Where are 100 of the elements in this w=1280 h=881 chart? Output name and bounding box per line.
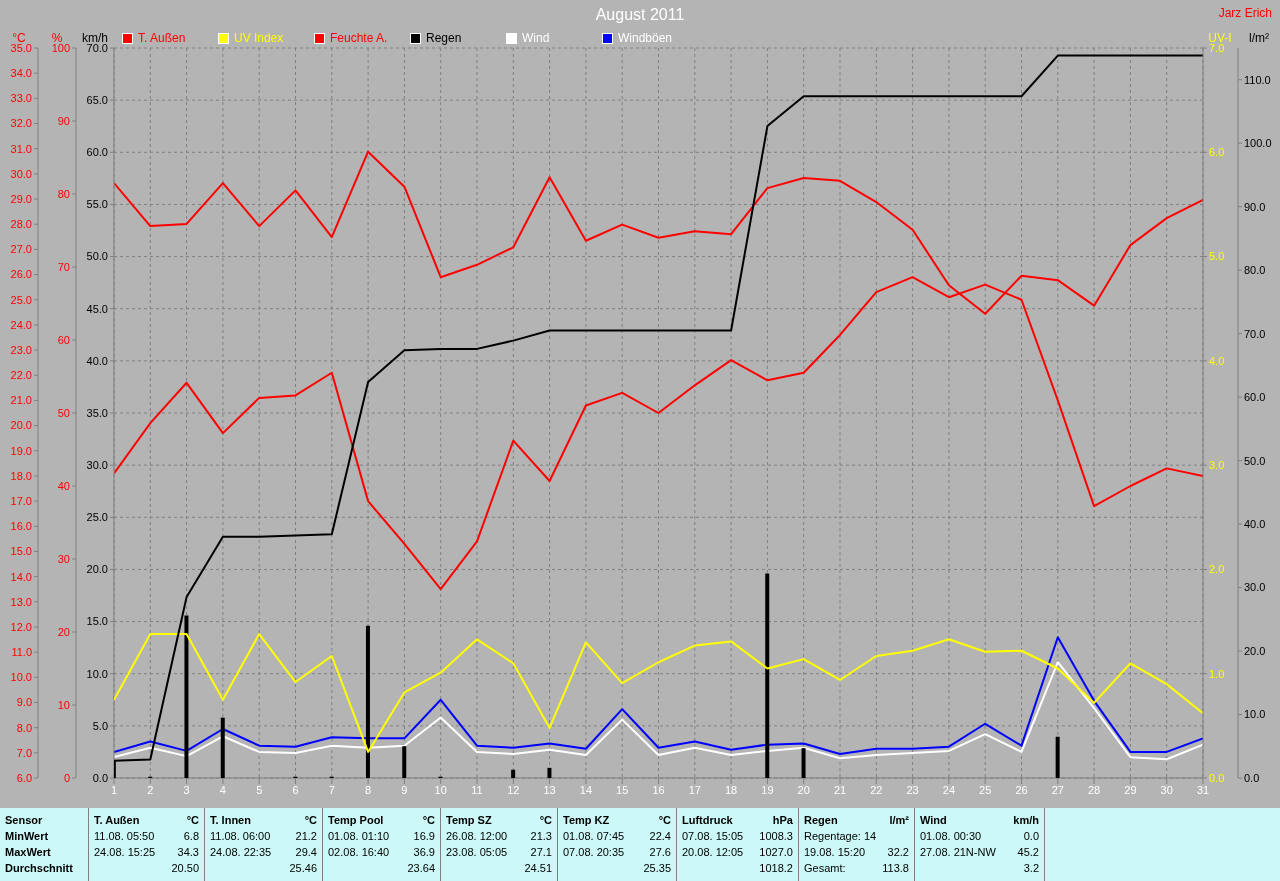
text: 19.08. 15:20	[804, 846, 866, 858]
text: 1027.0	[759, 846, 793, 858]
y3-tick-label: 5.0	[92, 719, 108, 732]
y3-tick-label: 35.0	[86, 406, 108, 419]
text: 23.08. 05:05	[446, 846, 508, 858]
text: 21.2	[295, 830, 317, 842]
text: hPa	[772, 814, 793, 826]
text: 01.08. 00:30	[920, 830, 982, 842]
text: Gesamt:	[804, 862, 846, 874]
y-tick-label: 30.0	[10, 167, 32, 180]
y-tick-label: 19.0	[10, 444, 32, 457]
x-tick-label: 2	[147, 783, 154, 796]
y2-axis-title: l/m²	[1249, 31, 1269, 45]
text: 07.08. 15:05	[682, 830, 744, 842]
y-tick-label: 2.0	[1209, 563, 1225, 576]
y-tick-label: 24.0	[10, 318, 32, 331]
text: 24.08. 15:25	[94, 846, 156, 858]
chart-title: August 2011	[595, 6, 685, 23]
y2-tick-label: 10	[57, 698, 70, 711]
bar	[365, 625, 370, 778]
text: 11.08. 06:00	[210, 830, 271, 842]
y3-tick-label: 50.0	[86, 250, 108, 263]
x-tick-label: 15	[616, 783, 629, 796]
y2-tick-label: 0	[63, 771, 70, 784]
y2-tick-label: 30.0	[1244, 581, 1266, 594]
text: 21.3	[530, 830, 552, 842]
y3-tick-label: 40.0	[86, 354, 108, 367]
text: Luftdruck	[682, 814, 733, 826]
text: 36.9	[413, 846, 435, 858]
text: 27.6	[649, 846, 671, 858]
y2-tick-label: 80	[57, 187, 70, 200]
y2-tick-label: 60	[57, 333, 70, 346]
text: °C	[304, 814, 317, 826]
legend-label: Wind	[522, 31, 550, 45]
x-tick-label: 27	[1051, 783, 1064, 796]
text: 01.08. 01:10	[328, 830, 390, 842]
y-tick-label: 4.0	[1209, 354, 1225, 367]
y-tick-label: 32.0	[10, 117, 32, 130]
text: 29.4	[295, 846, 317, 858]
text: 0.0	[1023, 830, 1039, 842]
text: Jarz Erich	[1218, 6, 1272, 20]
y2-tick-label: 90.0	[1244, 200, 1266, 213]
y-tick-label: 28.0	[10, 218, 32, 231]
y-tick-label: 18.0	[10, 469, 32, 482]
text: T. Innen	[210, 814, 251, 826]
y-tick-label: 9.0	[16, 696, 32, 709]
x-tick-label: 5	[256, 783, 263, 796]
x-tick-label: 13	[543, 783, 556, 796]
y2-tick-label: 10.0	[1244, 708, 1266, 721]
x-tick-label: 29	[1124, 783, 1137, 796]
text: 1008.3	[759, 830, 793, 842]
text: 20.50	[171, 862, 199, 874]
y-tick-label: 33.0	[10, 92, 32, 105]
text: Regen	[804, 814, 838, 826]
text: Temp Pool	[328, 814, 384, 826]
text: MaxWert	[5, 846, 51, 858]
y3-tick-label: 65.0	[86, 94, 108, 107]
x-tick-label: 8	[365, 783, 372, 796]
y-tick-label: 10.0	[10, 671, 32, 684]
x-tick-label: 7	[328, 783, 335, 796]
y-tick-label: 7.0	[16, 746, 32, 759]
x-tick-label: 24	[942, 783, 956, 796]
x-tick-label: 19	[761, 783, 774, 796]
text: Durchschnitt	[5, 862, 73, 874]
text: 6.8	[183, 830, 199, 842]
y-tick-label: 5.0	[1209, 250, 1225, 263]
y2-tick-label: 30	[57, 552, 70, 565]
text: 113.8	[882, 862, 909, 874]
y2-tick-label: 60.0	[1244, 391, 1266, 404]
text: 02.08. 16:40	[328, 846, 390, 858]
text: °C	[539, 814, 552, 826]
y-tick-label: 12.0	[10, 620, 32, 633]
text: 27.1	[530, 846, 552, 858]
y2-tick-label: 20.0	[1244, 644, 1266, 657]
y-tick-label: 25.0	[10, 293, 32, 306]
x-tick-label: 25	[979, 783, 992, 796]
y3-tick-label: 30.0	[86, 459, 108, 472]
y2-tick-label: 40.0	[1244, 517, 1266, 530]
y-tick-label: 6.0	[1209, 146, 1225, 159]
y2-tick-label: 110.0	[1244, 73, 1271, 86]
y-tick-label: 0.0	[1209, 771, 1225, 784]
legend-label: UV Index	[234, 31, 284, 45]
y2-tick-label: 50.0	[1244, 454, 1266, 467]
x-tick-label: 26	[1015, 783, 1028, 796]
text: 20.08. 12:05	[682, 846, 744, 858]
legend-label: Windböen	[618, 31, 673, 45]
y2-tick-label: 70.0	[1244, 327, 1266, 340]
text: 11.08. 05:50	[94, 830, 155, 842]
x-tick-label: 23	[906, 783, 919, 796]
x-tick-label: 9	[401, 783, 408, 796]
text: 45.2	[1017, 846, 1039, 858]
y2-tick-label: 80.0	[1244, 264, 1266, 277]
text: Temp KZ	[563, 814, 610, 826]
y2-tick-label: 100.0	[1244, 137, 1272, 150]
x-tick-label: 12	[507, 783, 520, 796]
text: °C	[422, 814, 435, 826]
x-tick-label: 11	[471, 783, 483, 796]
y2-tick-label: 0.0	[1244, 771, 1260, 784]
y-tick-label: 16.0	[10, 520, 32, 533]
y-tick-label: 31.0	[10, 142, 32, 155]
